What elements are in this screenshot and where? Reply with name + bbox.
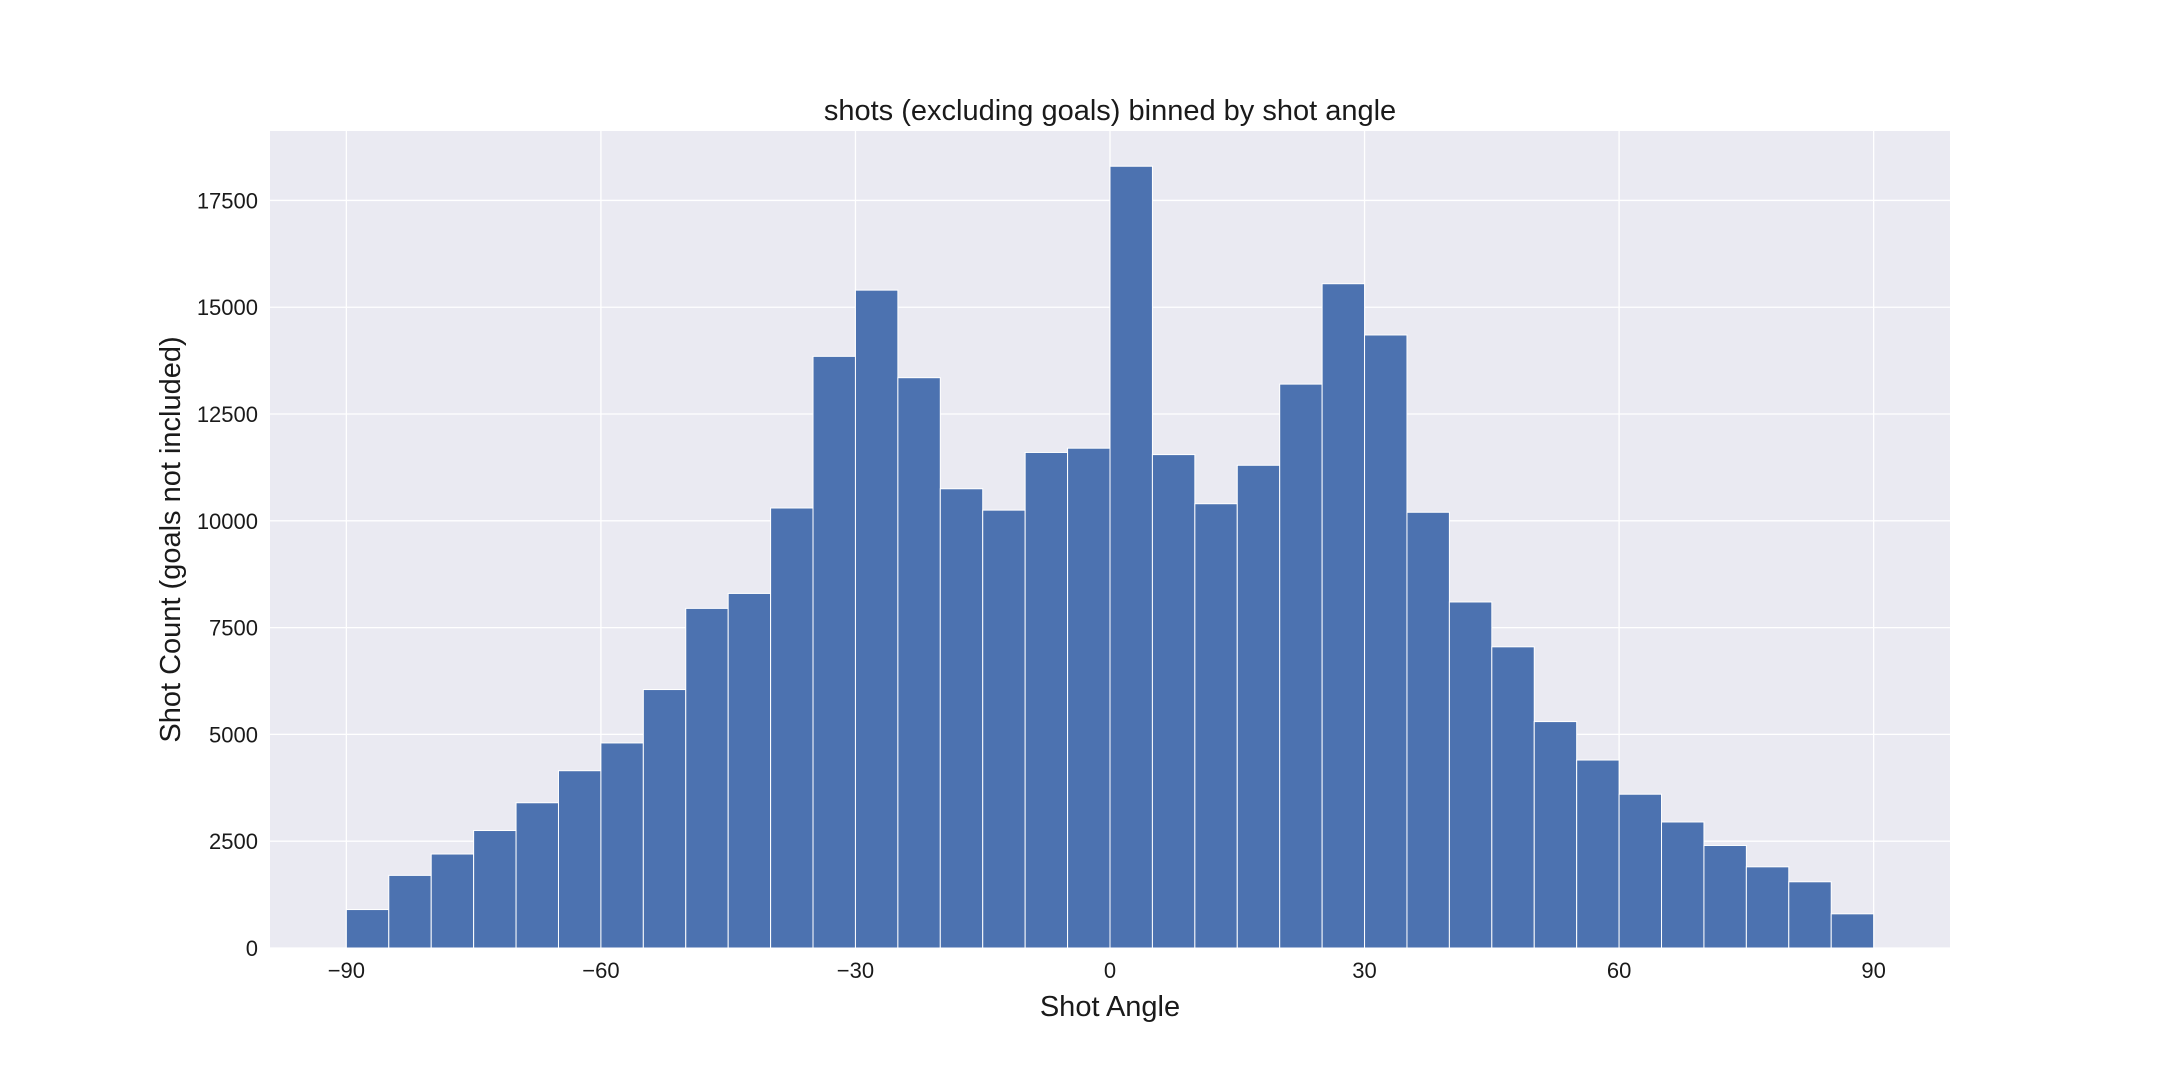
histogram-bar: [812, 355, 856, 949]
y-tick-label: 10000: [197, 509, 258, 534]
histogram-bar: [1830, 913, 1875, 949]
histogram-bar: [770, 507, 814, 949]
x-tick-label: 90: [1861, 958, 1885, 983]
histogram-bar: [1067, 447, 1111, 949]
bars: [345, 165, 1875, 949]
x-tick-label: 60: [1607, 958, 1631, 983]
histogram-bar: [1024, 451, 1069, 949]
x-tick-labels: −90 −60 −30 0 30 60 90: [328, 958, 1886, 983]
histogram-bar: [1151, 454, 1196, 949]
histogram-bar: [1703, 844, 1747, 949]
x-tick-label: 0: [1104, 958, 1116, 983]
y-axis-label: Shot Count (goals not included): [155, 336, 187, 742]
histogram-bar: [1406, 511, 1450, 949]
histogram-bar: [1788, 881, 1832, 949]
histogram-bar: [473, 830, 517, 949]
y-tick-label: 2500: [209, 829, 258, 854]
y-tick-label: 17500: [197, 188, 258, 213]
y-tick-label: 0: [246, 936, 258, 961]
histogram-bar: [1109, 165, 1153, 949]
histogram-bar: [600, 742, 644, 949]
histogram-bar: [982, 509, 1026, 949]
histogram-bar: [1533, 721, 1578, 949]
histogram-bar: [1661, 821, 1705, 949]
histogram-bar: [727, 592, 772, 949]
y-tick-label: 5000: [209, 722, 258, 747]
x-tick-label: 30: [1352, 958, 1376, 983]
histogram-bar: [1576, 759, 1620, 949]
x-tick-label: −90: [328, 958, 365, 983]
histogram-bar: [388, 874, 432, 949]
histogram-bar: [1194, 503, 1238, 949]
histogram-bar: [1618, 793, 1663, 949]
histogram-bar: [1364, 334, 1408, 949]
chart-title: shots (excluding goals) binned by shot a…: [824, 95, 1396, 127]
x-axis-label: Shot Angle: [1040, 991, 1180, 1023]
histogram-bar: [1321, 283, 1366, 949]
x-tick-label: −30: [837, 958, 874, 983]
histogram-bar: [1745, 866, 1790, 949]
histogram-bar: [345, 909, 390, 949]
y-tick-label: 12500: [197, 402, 258, 427]
histogram-bar: [515, 802, 559, 949]
y-tick-label: 15000: [197, 295, 258, 320]
y-tick-label: 7500: [209, 616, 258, 641]
histogram-bar: [897, 377, 941, 949]
histogram-bar: [1236, 464, 1281, 949]
histogram-bar: [685, 607, 729, 949]
histogram-bar: [557, 770, 602, 949]
y-tick-labels: 0 2500 5000 7500 10000 12500 15000 17500: [197, 188, 258, 961]
histogram-bar: [1491, 646, 1535, 949]
x-tick-label: −60: [582, 958, 619, 983]
histogram-bar: [854, 289, 899, 949]
histogram-bar: [1279, 383, 1323, 949]
histogram-bar: [430, 853, 475, 949]
histogram-bar: [1448, 601, 1493, 949]
histogram-bar: [642, 689, 687, 949]
histogram-bar: [939, 488, 984, 949]
